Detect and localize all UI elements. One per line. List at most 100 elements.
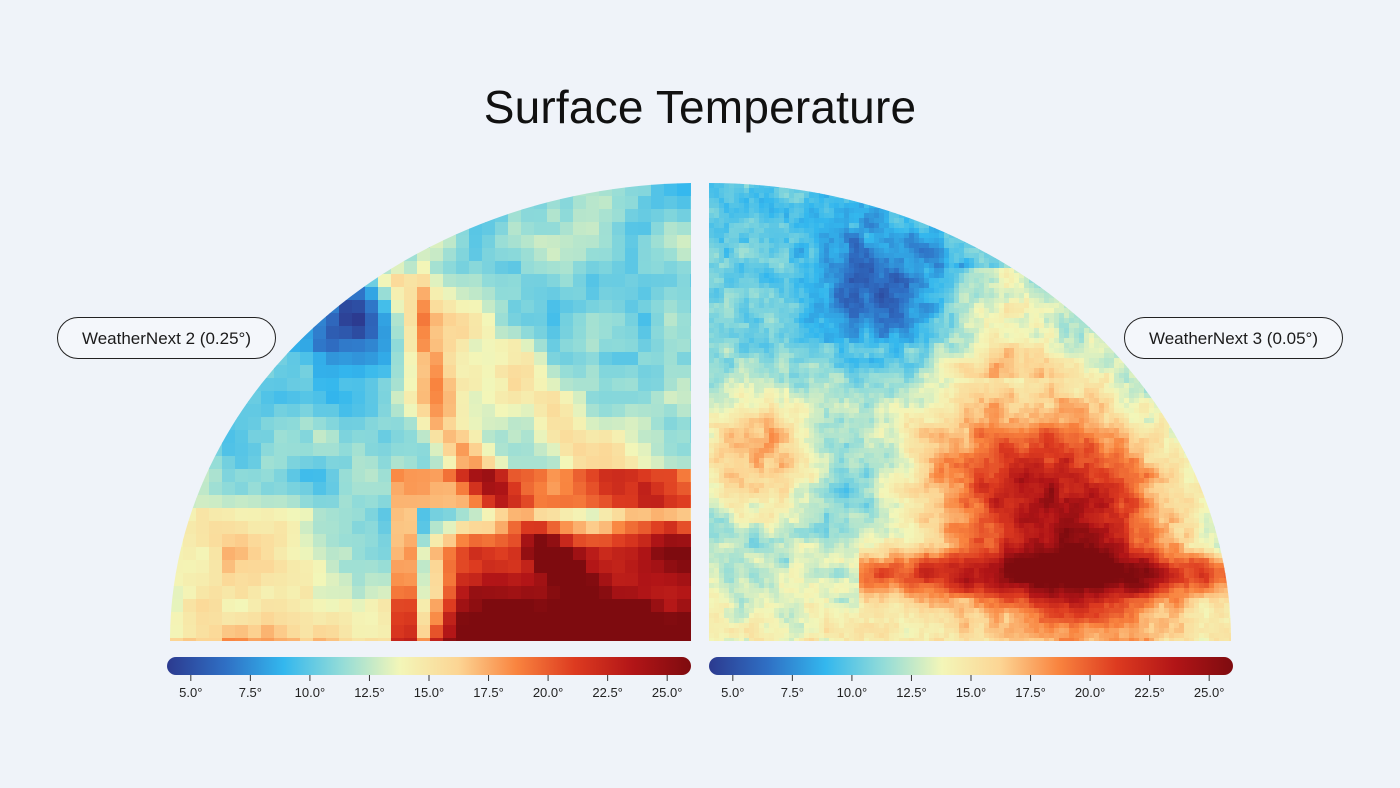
left-map-cell bbox=[599, 287, 613, 301]
left-map-cell bbox=[404, 612, 418, 626]
right-map-cell bbox=[1039, 343, 1045, 349]
right-map-cell bbox=[1074, 278, 1080, 284]
right-map-cell bbox=[924, 288, 930, 294]
left-map-cell bbox=[664, 326, 678, 340]
right-map-cell bbox=[1084, 238, 1090, 244]
left-map-cell bbox=[534, 378, 548, 392]
right-map-cell bbox=[1164, 248, 1170, 254]
right-map-cell bbox=[1059, 203, 1065, 209]
right-map-cell bbox=[1169, 203, 1175, 209]
right-map-cell bbox=[714, 293, 720, 299]
left-map-cell bbox=[677, 599, 691, 613]
right-map-cell bbox=[754, 318, 760, 324]
right-map-cell bbox=[989, 193, 995, 199]
right-map-cell bbox=[1144, 248, 1150, 254]
right-map-cell bbox=[1149, 308, 1155, 314]
right-map-cell bbox=[769, 223, 775, 229]
left-map-cell bbox=[300, 248, 314, 262]
right-map-cell bbox=[779, 213, 785, 219]
left-map-cell bbox=[287, 508, 301, 522]
right-map-cell bbox=[834, 253, 840, 259]
right-map-cell bbox=[809, 333, 815, 339]
right-map-cell bbox=[719, 273, 725, 279]
right-map-cell bbox=[784, 208, 790, 214]
left-map-cell bbox=[508, 222, 522, 236]
right-map-cell bbox=[824, 238, 830, 244]
right-map-cell bbox=[764, 288, 770, 294]
right-map-cell bbox=[1104, 298, 1110, 304]
right-map-cell bbox=[774, 203, 780, 209]
left-map-cell bbox=[612, 222, 626, 236]
left-map-cell bbox=[300, 196, 314, 210]
left-map-cell bbox=[365, 287, 379, 301]
right-map-cell bbox=[1034, 243, 1040, 249]
left-map-cell bbox=[430, 274, 444, 288]
right-map-cell bbox=[1149, 203, 1155, 209]
right-map-cell bbox=[894, 333, 900, 339]
right-map-cell bbox=[1044, 253, 1050, 259]
right-map-cell bbox=[1054, 243, 1060, 249]
right-map-cell bbox=[864, 218, 870, 224]
right-map-cell bbox=[1029, 298, 1035, 304]
left-map-cell bbox=[651, 365, 665, 379]
right-map-cell bbox=[1214, 243, 1220, 249]
left-map-cell bbox=[391, 508, 405, 522]
right-map-cell bbox=[1024, 298, 1030, 304]
left-map-cell bbox=[183, 261, 197, 275]
left-map-cell bbox=[222, 456, 236, 470]
left-map-cell bbox=[326, 209, 340, 223]
right-map-cell bbox=[859, 233, 865, 239]
left-map-cell bbox=[339, 248, 353, 262]
left-map-cell bbox=[287, 404, 301, 418]
right-map-cell bbox=[1064, 288, 1070, 294]
right-map-cell bbox=[1229, 263, 1231, 269]
right-map-cell bbox=[939, 258, 945, 264]
right-map-cell bbox=[924, 293, 930, 299]
left-map-cell bbox=[365, 482, 379, 496]
right-map-cell bbox=[894, 218, 900, 224]
right-map-cell bbox=[839, 238, 845, 244]
right-map-cell bbox=[1054, 338, 1060, 344]
right-map-cell bbox=[1139, 338, 1145, 344]
right-map-cell bbox=[1104, 188, 1110, 194]
right-map-cell bbox=[809, 323, 815, 329]
right-map-cell bbox=[1029, 323, 1035, 329]
left-map-cell bbox=[248, 313, 262, 327]
right-map-cell bbox=[759, 298, 765, 304]
right-map-cell bbox=[1179, 183, 1185, 189]
right-map-cell bbox=[994, 223, 1000, 229]
right-map-cell bbox=[779, 298, 785, 304]
right-map-cell bbox=[999, 238, 1005, 244]
left-map-cell bbox=[300, 404, 314, 418]
right-map-cell bbox=[784, 253, 790, 259]
right-map-cell bbox=[1024, 248, 1030, 254]
left-map-cell bbox=[638, 222, 652, 236]
left-map-cell bbox=[222, 612, 236, 626]
right-map-cell bbox=[909, 333, 915, 339]
right-map-cell bbox=[1104, 268, 1110, 274]
right-map-cell bbox=[964, 203, 970, 209]
right-map-cell bbox=[1179, 308, 1185, 314]
right-map-cell bbox=[1064, 228, 1070, 234]
right-map-cell bbox=[1159, 228, 1165, 234]
left-map-cell bbox=[326, 391, 340, 405]
right-map-cell bbox=[1054, 318, 1060, 324]
right-map-cell bbox=[949, 298, 955, 304]
right-map-cell bbox=[1169, 183, 1175, 189]
right-map-cell bbox=[864, 343, 870, 349]
right-map-cell bbox=[914, 198, 920, 204]
right-map-cell bbox=[1064, 268, 1070, 274]
right-map-cell bbox=[929, 333, 935, 339]
right-map-cell bbox=[1129, 288, 1135, 294]
right-map-cell bbox=[844, 318, 850, 324]
right-map-cell bbox=[779, 268, 785, 274]
left-map-cell bbox=[261, 612, 275, 626]
right-map-cell bbox=[879, 183, 885, 189]
right-map-cell bbox=[1019, 218, 1025, 224]
right-map-cell bbox=[889, 313, 895, 319]
right-map-cell bbox=[1109, 183, 1115, 189]
left-map-cell bbox=[287, 235, 301, 249]
right-map-cell bbox=[994, 323, 1000, 329]
right-map-cell bbox=[1004, 268, 1010, 274]
